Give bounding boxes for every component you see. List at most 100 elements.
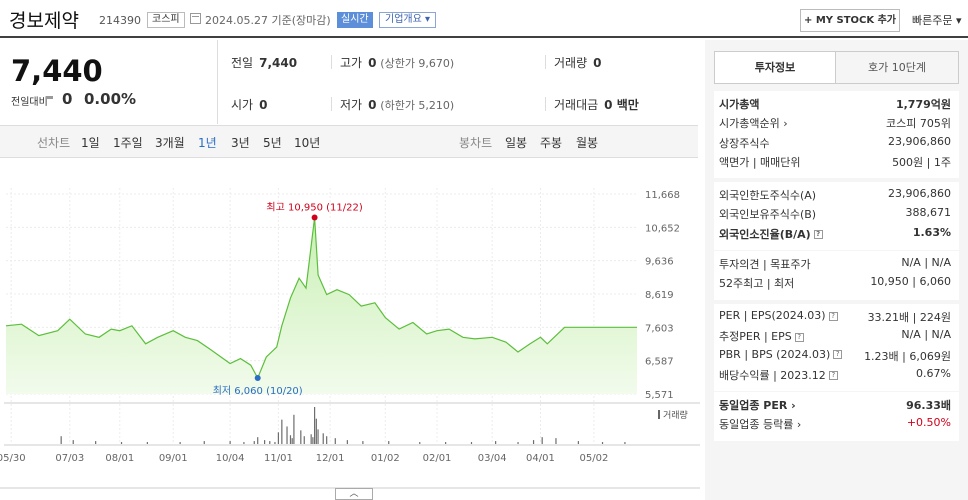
volume-bar bbox=[532, 440, 535, 444]
open-price: 시가 0 bbox=[231, 98, 268, 112]
info-label: 추정PER | EPS? bbox=[719, 328, 804, 344]
volume-bar bbox=[419, 442, 421, 444]
candle-monthly[interactable]: 월봉 bbox=[576, 136, 599, 150]
period-1y[interactable]: 1년 bbox=[198, 136, 217, 150]
volume-bar bbox=[555, 438, 557, 444]
x-tick-label: 05/02 bbox=[579, 453, 608, 464]
volume-bar bbox=[517, 442, 519, 444]
quick-order-dropdown[interactable]: 빠른주문 ▾ bbox=[912, 14, 962, 27]
y-tick-label: 5,571 bbox=[645, 390, 674, 401]
price-box: 7,440 전일대비 0 0.00% bbox=[0, 40, 218, 124]
volume-bar bbox=[300, 430, 302, 444]
line-chart-label: 선차트 bbox=[37, 136, 71, 150]
y-tick-label: 11,668 bbox=[645, 190, 680, 201]
volume-bar bbox=[362, 441, 364, 444]
volume-bar bbox=[60, 436, 62, 444]
volume-bar bbox=[303, 436, 305, 444]
volume: 거래량 0 bbox=[554, 56, 602, 70]
price-chart[interactable]: 11,668 10,652 9,636 8,619 7,603 6,587 5,571 최고… bbox=[0, 158, 700, 500]
info-row: PBR | BPS (2024.03)? 1.23배 | 6,069원 bbox=[719, 348, 951, 366]
realtime-badge[interactable]: 실시간 bbox=[337, 12, 373, 28]
volume-bar bbox=[146, 442, 148, 444]
help-icon[interactable]: ? bbox=[813, 230, 823, 240]
x-tick-label: 11/01 bbox=[264, 453, 293, 464]
market-badge: 코스피 bbox=[147, 12, 185, 28]
info-label: 동일업종 PER › bbox=[719, 399, 796, 412]
volume-bar bbox=[229, 441, 231, 444]
volume-bar bbox=[601, 442, 604, 444]
period-1d[interactable]: 1일 bbox=[81, 136, 100, 150]
volume-bar bbox=[293, 414, 295, 444]
volume-bar bbox=[257, 437, 259, 444]
chart-collapse-button[interactable]: ︿ bbox=[335, 488, 373, 500]
candle-chart-label: 봉차트 bbox=[459, 136, 493, 150]
info-row: 추정PER | EPS? N/A | N/A bbox=[719, 328, 951, 346]
info-value: 0.67% bbox=[916, 366, 951, 380]
info-value: 1.23배 | 6,069원 bbox=[864, 349, 951, 363]
company-overview-dropdown[interactable]: 기업개요 ▾ bbox=[379, 12, 436, 28]
tab-investment-info[interactable]: 투자정보 bbox=[715, 52, 836, 83]
change-value: 0 bbox=[62, 90, 73, 108]
info-row: 액면가 | 매매단위 500원 | 1주 bbox=[719, 154, 951, 172]
info-group: 외국인한도주식수(A) 23,906,860 외국인보유주식수(B) 388,671 외… bbox=[714, 182, 959, 250]
change-percent: 0.00% bbox=[84, 90, 137, 108]
min-marker bbox=[254, 374, 261, 381]
volume-bar bbox=[253, 441, 255, 444]
volume-bar bbox=[317, 429, 319, 444]
add-mystock-button[interactable]: + MY STOCK 추가 bbox=[800, 9, 900, 32]
info-value: 1,779억원 bbox=[895, 98, 951, 111]
volume-bar bbox=[264, 440, 266, 444]
volume-bar bbox=[541, 437, 543, 444]
x-tick-label: 04/01 bbox=[526, 453, 555, 464]
x-tick-label: 08/01 bbox=[105, 453, 134, 464]
help-icon[interactable]: ? bbox=[794, 332, 804, 342]
info-row: 투자의견 | 목표주가 N/A | N/A bbox=[719, 256, 951, 274]
period-5y[interactable]: 5년 bbox=[263, 136, 282, 150]
info-label: PBR | BPS (2024.03)? bbox=[719, 348, 843, 361]
volume-bar bbox=[445, 442, 447, 444]
volume-bar bbox=[495, 441, 497, 444]
volume-bar bbox=[470, 442, 473, 444]
period-3y[interactable]: 3년 bbox=[231, 136, 250, 150]
period-1w[interactable]: 1주일 bbox=[113, 136, 143, 150]
y-tick-label: 6,587 bbox=[645, 357, 674, 368]
info-value: 10,950 | 6,060 bbox=[870, 275, 951, 289]
trading-amount: 거래대금 0 백만 bbox=[554, 98, 639, 112]
info-row: 동일업종 PER › 96.33배 bbox=[719, 397, 951, 415]
candle-daily[interactable]: 일봉 bbox=[505, 136, 528, 150]
info-row: 시가총액 1,779억원 bbox=[719, 96, 951, 114]
volume-bar bbox=[289, 435, 292, 444]
info-value: 388,671 bbox=[905, 206, 952, 220]
x-tick-label: 09/01 bbox=[159, 453, 188, 464]
investment-info-panel: 투자정보 호가 10단계 시가총액 1,779억원 시가총액순위 › 코스피 705위… bbox=[705, 40, 968, 500]
max-label: 최고 10,950 (11/22) bbox=[266, 202, 362, 214]
x-tick-label: 02/01 bbox=[423, 453, 452, 464]
info-label: 배당수익률 | 2023.12? bbox=[719, 367, 838, 383]
price-line bbox=[5, 217, 637, 380]
info-row: PER | EPS(2024.03)? 33.21배 | 224원 bbox=[719, 309, 951, 327]
stock-name: 경보제약 bbox=[9, 10, 79, 32]
help-icon[interactable]: ? bbox=[828, 371, 838, 381]
chart-period-bar: 선차트 1일 1주일 3개월 1년 3년 5년 10년 봉차트 일봉 주봉 월봉 bbox=[0, 125, 698, 158]
stock-header: 경보제약 214390 코스피 2024.05.27 기준(장마감) 실시간 기… bbox=[0, 0, 968, 38]
info-label: 외국인한도주식수(A) bbox=[719, 189, 817, 202]
volume-bar bbox=[286, 426, 288, 444]
price-summary: 전일 7,440 고가 0 (상한가 9,670) 거래량 0 시가 0 저가 0 (하한… bbox=[218, 40, 698, 124]
period-3m[interactable]: 3개월 bbox=[155, 136, 185, 150]
day-high: 고가 0 (상한가 9,670) bbox=[340, 56, 455, 70]
info-row: 시가총액순위 › 코스피 705위 bbox=[719, 115, 951, 133]
help-icon[interactable]: ? bbox=[833, 350, 843, 360]
period-10y[interactable]: 10년 bbox=[294, 136, 321, 150]
info-row: 외국인보유주식수(B) 388,671 bbox=[719, 206, 951, 224]
prev-close: 전일 7,440 bbox=[231, 56, 298, 70]
volume-bar bbox=[322, 433, 324, 444]
info-label: 상장주식수 bbox=[719, 136, 770, 150]
volume-bar bbox=[326, 436, 328, 444]
info-value: 23,906,860 bbox=[888, 134, 951, 148]
volume-bar bbox=[281, 419, 283, 444]
candle-weekly[interactable]: 주봉 bbox=[540, 136, 563, 150]
help-icon[interactable]: ? bbox=[828, 311, 838, 321]
info-label: 동일업종 등락률 › bbox=[719, 418, 802, 432]
info-row: 52주최고 | 최저 10,950 | 6,060 bbox=[719, 275, 951, 293]
tab-order-book[interactable]: 호가 10단계 bbox=[868, 61, 926, 74]
